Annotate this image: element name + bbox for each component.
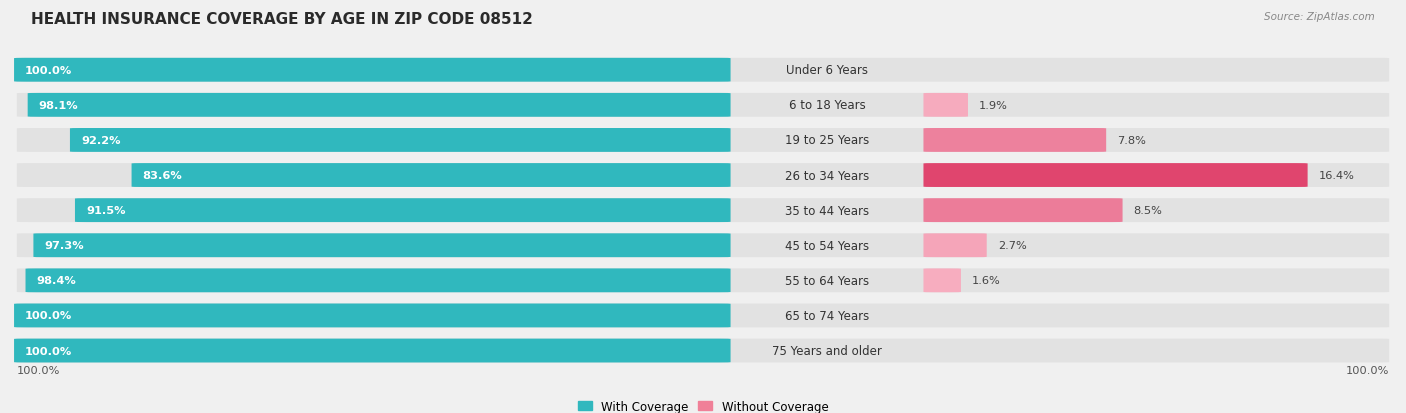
- Text: 100.0%: 100.0%: [17, 366, 60, 375]
- FancyBboxPatch shape: [132, 164, 731, 188]
- FancyBboxPatch shape: [924, 199, 1122, 223]
- FancyBboxPatch shape: [17, 339, 1389, 363]
- FancyBboxPatch shape: [924, 94, 967, 117]
- FancyBboxPatch shape: [70, 129, 731, 152]
- FancyBboxPatch shape: [28, 94, 731, 117]
- Text: 83.6%: 83.6%: [142, 171, 183, 180]
- FancyBboxPatch shape: [924, 234, 987, 258]
- Text: 26 to 34 Years: 26 to 34 Years: [785, 169, 869, 182]
- Text: 65 to 74 Years: 65 to 74 Years: [785, 309, 869, 322]
- Text: 100.0%: 100.0%: [25, 346, 72, 356]
- Text: 92.2%: 92.2%: [82, 135, 121, 146]
- Text: Under 6 Years: Under 6 Years: [786, 64, 868, 77]
- FancyBboxPatch shape: [924, 164, 1308, 188]
- FancyBboxPatch shape: [17, 59, 1389, 83]
- FancyBboxPatch shape: [14, 59, 731, 83]
- FancyBboxPatch shape: [924, 129, 1107, 152]
- FancyBboxPatch shape: [17, 129, 1389, 152]
- FancyBboxPatch shape: [75, 199, 731, 223]
- Text: 98.1%: 98.1%: [39, 101, 79, 111]
- FancyBboxPatch shape: [25, 269, 731, 292]
- FancyBboxPatch shape: [34, 234, 731, 258]
- FancyBboxPatch shape: [17, 94, 1389, 117]
- Text: 75 Years and older: 75 Years and older: [772, 344, 882, 357]
- Text: 6 to 18 Years: 6 to 18 Years: [789, 99, 865, 112]
- FancyBboxPatch shape: [17, 164, 1389, 188]
- Legend: With Coverage, Without Coverage: With Coverage, Without Coverage: [572, 395, 834, 413]
- Text: 98.4%: 98.4%: [37, 275, 76, 286]
- Text: 8.5%: 8.5%: [1133, 206, 1163, 216]
- Text: 100.0%: 100.0%: [1346, 366, 1389, 375]
- Text: Source: ZipAtlas.com: Source: ZipAtlas.com: [1264, 12, 1375, 22]
- FancyBboxPatch shape: [924, 269, 960, 292]
- Text: 45 to 54 Years: 45 to 54 Years: [785, 239, 869, 252]
- Text: 7.8%: 7.8%: [1118, 135, 1146, 146]
- FancyBboxPatch shape: [17, 234, 1389, 258]
- Text: 55 to 64 Years: 55 to 64 Years: [785, 274, 869, 287]
- Text: 91.5%: 91.5%: [86, 206, 125, 216]
- FancyBboxPatch shape: [14, 304, 731, 328]
- Text: 35 to 44 Years: 35 to 44 Years: [785, 204, 869, 217]
- Text: 1.9%: 1.9%: [979, 101, 1008, 111]
- FancyBboxPatch shape: [17, 199, 1389, 223]
- Text: HEALTH INSURANCE COVERAGE BY AGE IN ZIP CODE 08512: HEALTH INSURANCE COVERAGE BY AGE IN ZIP …: [31, 12, 533, 27]
- FancyBboxPatch shape: [14, 339, 731, 363]
- Text: 16.4%: 16.4%: [1319, 171, 1354, 180]
- Text: 19 to 25 Years: 19 to 25 Years: [785, 134, 869, 147]
- FancyBboxPatch shape: [17, 304, 1389, 328]
- Text: 97.3%: 97.3%: [45, 241, 84, 251]
- Text: 2.7%: 2.7%: [998, 241, 1026, 251]
- Text: 1.6%: 1.6%: [972, 275, 1001, 286]
- Text: 100.0%: 100.0%: [25, 311, 72, 320]
- FancyBboxPatch shape: [17, 269, 1389, 292]
- Text: 100.0%: 100.0%: [25, 66, 72, 76]
